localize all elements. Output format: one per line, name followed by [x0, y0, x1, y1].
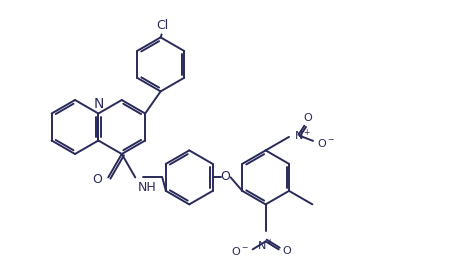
Text: O: O — [221, 170, 231, 183]
Text: O: O — [304, 113, 312, 123]
Text: NH: NH — [137, 182, 156, 194]
Text: N$^+$: N$^+$ — [257, 237, 274, 253]
Text: O: O — [93, 173, 102, 186]
Text: N$^+$: N$^+$ — [294, 127, 312, 142]
Text: O$^-$: O$^-$ — [317, 137, 335, 149]
Text: O: O — [283, 246, 292, 256]
Text: N: N — [93, 97, 104, 111]
Text: Cl: Cl — [157, 19, 169, 32]
Text: O$^-$: O$^-$ — [231, 245, 249, 257]
